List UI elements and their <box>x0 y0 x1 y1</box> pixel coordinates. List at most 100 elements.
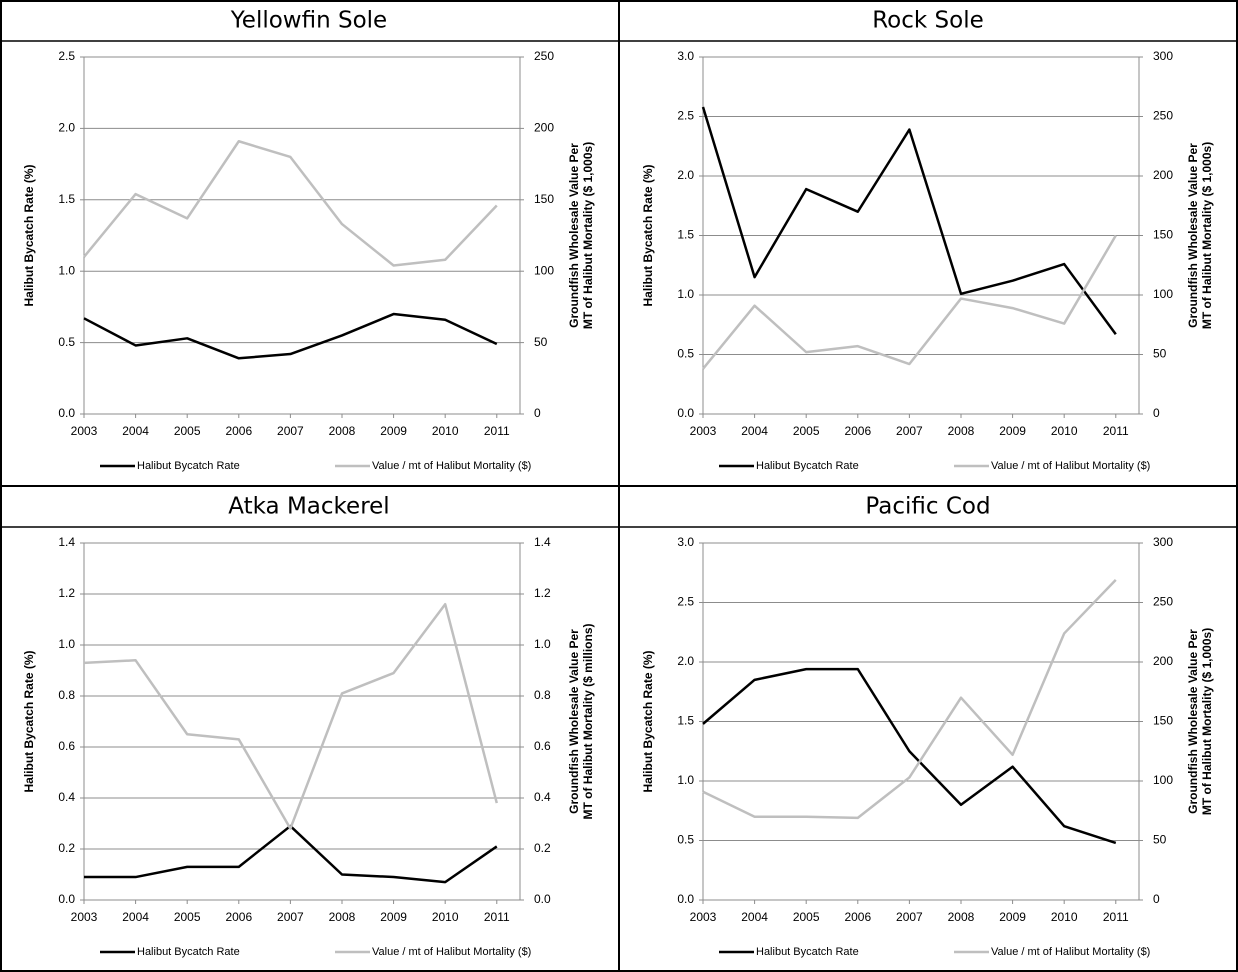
y2-axis-label-line: Groundfish Wholesale Value Per <box>567 629 581 814</box>
legend-label: Value / mt of Halibut Mortality ($) <box>372 946 531 958</box>
y2-tick-label: 300 <box>1153 49 1173 63</box>
panel: Atka Mackerel 0.0 0.2 0.4 0.6 0.8 1.0 1.2 1.4 0.0… <box>22 494 595 958</box>
x-tick-label: 2011 <box>1103 910 1129 924</box>
x-tick-label: 2003 <box>690 424 717 438</box>
chart-title: Pacific Cod <box>865 494 990 520</box>
legend-label: Value / mt of Halibut Mortality ($) <box>372 460 531 472</box>
y-tick-label: 0.0 <box>677 406 694 420</box>
y-axis-label: Halibut Bycatch Rate (%) <box>641 164 655 306</box>
x-tick-label: 2003 <box>71 910 98 924</box>
x-tick-label: 2008 <box>948 424 975 438</box>
y2-tick-label: 0.2 <box>534 841 551 855</box>
x-tick-label: 2006 <box>225 424 252 438</box>
y2-tick-label: 0 <box>534 406 541 420</box>
chart-title: Rock Sole <box>872 8 984 34</box>
y2-tick-label: 1.0 <box>534 637 551 651</box>
y-tick-label: 2.0 <box>677 654 694 668</box>
y2-tick-label: 0 <box>1153 892 1160 906</box>
y-tick-label: 1.0 <box>58 637 75 651</box>
series-line <box>83 312 498 360</box>
y-tick-label: 0.6 <box>58 739 75 753</box>
x-tick-label: 2009 <box>380 910 407 924</box>
y-tick-label: 1.2 <box>58 586 75 600</box>
series-line <box>702 667 1117 845</box>
legend-label: Halibut Bycatch Rate <box>756 946 859 958</box>
y2-tick-label: 200 <box>1153 168 1173 182</box>
legend-label: Halibut Bycatch Rate <box>137 460 240 472</box>
y2-axis-label-line: MT of Halibut Mortality ($ 1,000s) <box>1200 142 1214 329</box>
y2-tick-label: 50 <box>534 335 548 349</box>
y-tick-label: 1.4 <box>58 535 75 549</box>
legend-label: Value / mt of Halibut Mortality ($) <box>991 460 1150 472</box>
x-tick-label: 2005 <box>793 424 820 438</box>
x-tick-label: 2010 <box>432 424 459 438</box>
x-tick-label: 2007 <box>896 910 923 924</box>
y2-tick-label: 150 <box>1153 714 1173 728</box>
y-tick-label: 2.5 <box>58 49 75 63</box>
series-line <box>702 579 1117 820</box>
y-tick-label: 0.8 <box>58 688 75 702</box>
x-tick-label: 2006 <box>844 424 871 438</box>
y2-tick-label: 100 <box>1153 773 1173 787</box>
y2-axis-label-line: Groundfish Wholesale Value Per <box>1186 143 1200 328</box>
y2-tick-label: 0.8 <box>534 688 551 702</box>
y2-tick-label: 200 <box>1153 654 1173 668</box>
y-tick-label: 0.0 <box>58 406 75 420</box>
chart-title: Yellowfin Sole <box>230 8 387 34</box>
panel: Rock Sole 0.0 0.5 1.0 1.5 2.0 2.5 3.0 0 50 100 150 2… <box>641 8 1214 472</box>
y-tick-label: 1.5 <box>58 192 75 206</box>
y-tick-label: 1.0 <box>677 773 694 787</box>
series-line <box>84 824 498 884</box>
x-tick-label: 2010 <box>432 910 459 924</box>
panel: Pacific Cod 0.0 0.5 1.0 1.5 2.0 2.5 3.0 0 50 100 15… <box>641 494 1214 958</box>
y-tick-label: 0.5 <box>677 347 694 361</box>
y2-tick-label: 50 <box>1153 833 1167 847</box>
x-tick-label: 2011 <box>484 424 510 438</box>
x-tick-label: 2007 <box>277 424 304 438</box>
y-tick-label: 0.4 <box>58 790 75 804</box>
y2-tick-label: 250 <box>1153 595 1173 609</box>
y-tick-label: 0.0 <box>677 892 694 906</box>
x-tick-label: 2004 <box>122 910 149 924</box>
x-tick-label: 2011 <box>1103 424 1129 438</box>
x-tick-label: 2006 <box>225 910 252 924</box>
series-line <box>83 140 498 267</box>
y2-tick-label: 0 <box>1153 406 1160 420</box>
y-axis-label: Halibut Bycatch Rate (%) <box>22 164 36 306</box>
y-tick-label: 3.0 <box>677 535 694 549</box>
x-tick-label: 2010 <box>1051 424 1078 438</box>
x-tick-label: 2005 <box>793 910 820 924</box>
x-tick-label: 2004 <box>741 910 768 924</box>
x-tick-label: 2005 <box>174 910 201 924</box>
y-tick-label: 0.5 <box>677 833 694 847</box>
y-tick-label: 3.0 <box>677 49 694 63</box>
legend-label: Value / mt of Halibut Mortality ($) <box>991 946 1150 958</box>
x-tick-label: 2009 <box>999 424 1026 438</box>
y2-axis-label-line: Groundfish Wholesale Value Per <box>567 143 581 328</box>
legend-label: Halibut Bycatch Rate <box>756 460 859 472</box>
y2-tick-label: 0.4 <box>534 790 551 804</box>
y2-tick-label: 150 <box>1153 228 1173 242</box>
y-tick-label: 2.0 <box>677 168 694 182</box>
x-tick-label: 2004 <box>122 424 149 438</box>
y-tick-label: 0.2 <box>58 841 75 855</box>
x-tick-label: 2008 <box>329 424 356 438</box>
y2-axis-label: Groundfish Wholesale Value PerMT of Hali… <box>567 142 595 329</box>
y2-tick-label: 100 <box>534 263 554 277</box>
series-line <box>702 234 1117 370</box>
x-tick-label: 2007 <box>896 424 923 438</box>
y2-tick-label: 150 <box>534 192 554 206</box>
x-tick-label: 2009 <box>999 910 1026 924</box>
series-line <box>701 106 1117 336</box>
y-tick-label: 1.0 <box>677 287 694 301</box>
x-tick-label: 2003 <box>71 424 98 438</box>
x-tick-label: 2005 <box>174 424 201 438</box>
y2-tick-label: 100 <box>1153 287 1173 301</box>
y2-tick-label: 50 <box>1153 347 1167 361</box>
y2-axis-label-line: MT of Halibut Mortality ($ 1,000s) <box>1200 628 1214 815</box>
y2-axis-label-line: MT of Halibut Mortality ($ millions) <box>581 624 595 820</box>
y2-tick-label: 1.4 <box>534 535 551 549</box>
y2-axis-label: Groundfish Wholesale Value PerMT of Hali… <box>1186 142 1214 329</box>
x-tick-label: 2004 <box>741 424 768 438</box>
